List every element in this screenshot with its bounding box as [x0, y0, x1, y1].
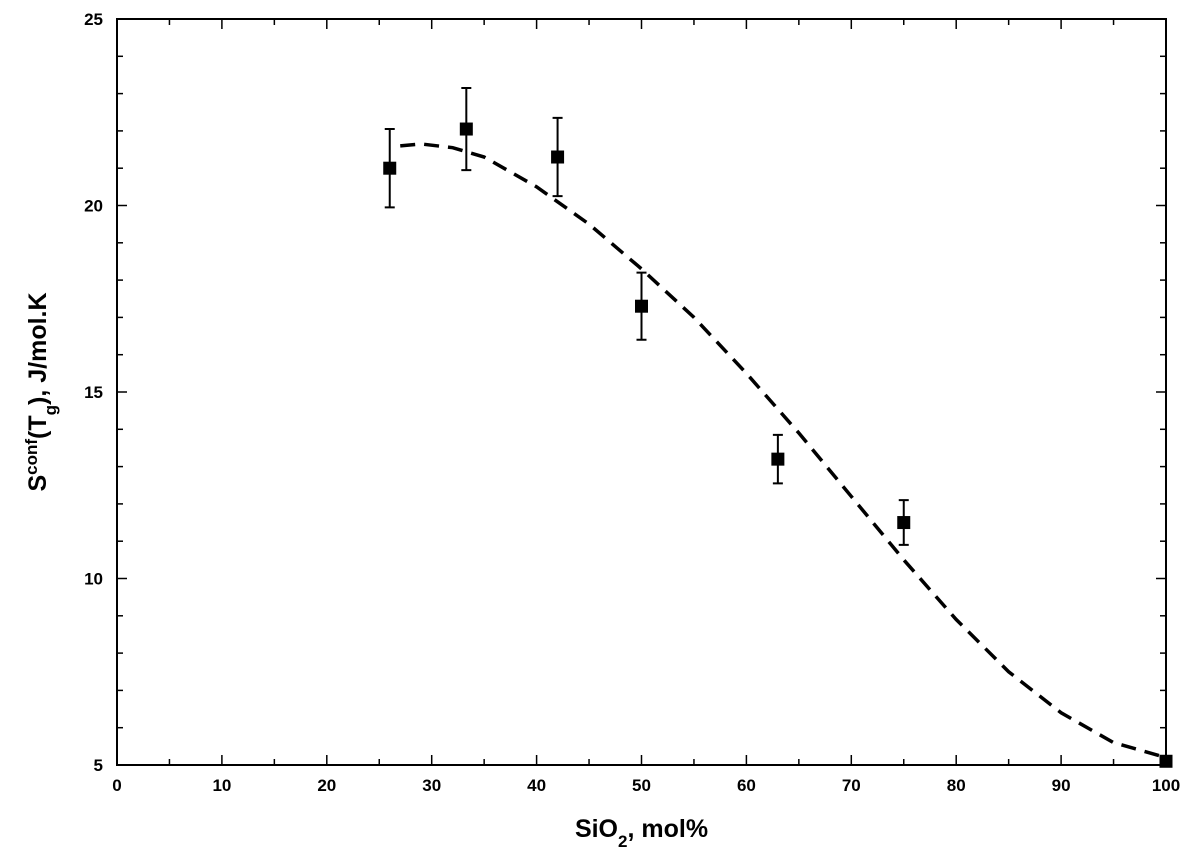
x-tick-label: 60	[737, 776, 756, 795]
x-tick-label: 80	[947, 776, 966, 795]
x-tick-label: 90	[1052, 776, 1071, 795]
data-point	[383, 161, 397, 175]
y-tick-label: 10	[84, 570, 103, 589]
x-tick-label: 70	[842, 776, 861, 795]
x-tick-label: 10	[212, 776, 231, 795]
x-tick-label: 40	[527, 776, 546, 795]
x-tick-label: 100	[1152, 776, 1180, 795]
data-point	[635, 299, 648, 313]
y-axis-label-part: g	[41, 405, 60, 415]
x-axis-label-part: 2	[618, 832, 627, 851]
x-tick-label: 20	[317, 776, 336, 795]
y-axis-label-part: ), J/mol.K	[24, 292, 52, 405]
x-tick-label: 30	[422, 776, 441, 795]
y-tick-label: 25	[84, 10, 103, 29]
data-point	[897, 516, 911, 530]
data-point	[551, 150, 565, 164]
y-axis-label-part: conf	[22, 439, 41, 475]
x-axis-label-part: SiO	[575, 815, 618, 843]
y-tick-label: 20	[84, 197, 103, 216]
data-point	[1159, 754, 1173, 768]
x-axis-label: SiO2, mol%	[575, 815, 708, 851]
data-point	[459, 122, 473, 136]
data-point	[771, 452, 785, 466]
plot-frame	[116, 18, 1167, 766]
y-tick-label: 5	[94, 756, 103, 775]
x-tick-label: 50	[632, 776, 651, 795]
y-axis-label-part: (T	[24, 415, 52, 439]
x-axis-label-part: , mol%	[627, 815, 708, 843]
y-axis-label-part: S	[24, 475, 52, 492]
y-axis-label: Sconf(Tg), J/mol.K	[22, 292, 60, 491]
y-tick-label: 15	[84, 383, 103, 402]
fit-line	[400, 142, 1167, 760]
x-tick-label: 0	[112, 776, 121, 795]
